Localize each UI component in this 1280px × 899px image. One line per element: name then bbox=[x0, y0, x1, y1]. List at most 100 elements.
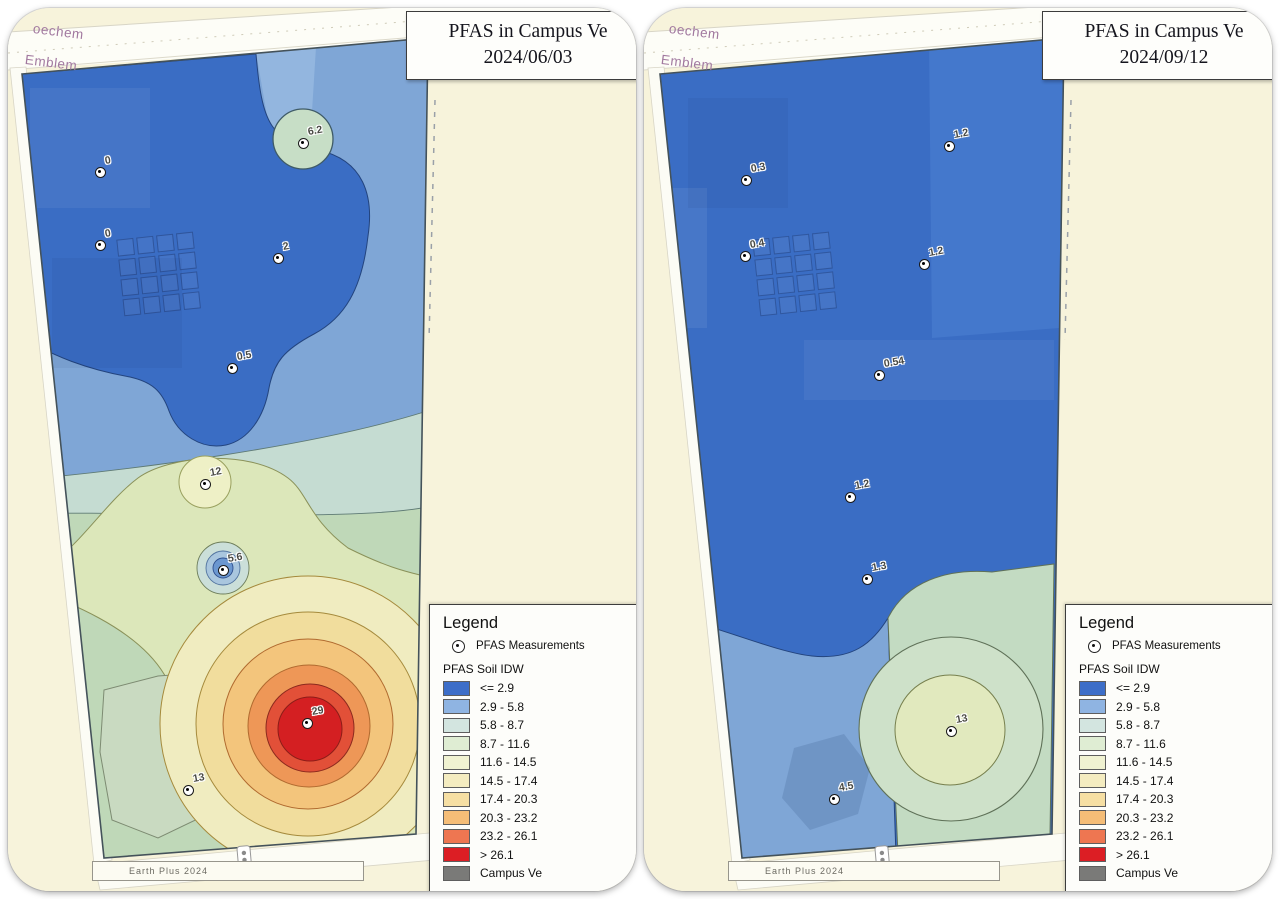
class-color-chip bbox=[443, 791, 470, 807]
measurement-points-layer: 0 6.2 0 2 0.5 12 5.6 29 13 bbox=[8, 8, 636, 891]
measurement-dot-icon bbox=[182, 784, 194, 796]
measurement-value: 0.5 bbox=[235, 348, 253, 363]
class-label: <= 2.9 bbox=[480, 681, 515, 695]
legend-class-row: 20.3 - 23.2 bbox=[443, 810, 631, 825]
measurement-dot-icon bbox=[94, 166, 106, 178]
measurement-value: 0.4 bbox=[748, 236, 766, 251]
legend-class-row: 8.7 - 11.6 bbox=[1079, 736, 1267, 751]
measurement-points-layer: 1.2 0.3 0.4 1.2 0.54 1.2 1.3 13 4.5 bbox=[644, 8, 1272, 891]
measurement-value: 1.2 bbox=[927, 244, 945, 259]
measurement-value: 0.3 bbox=[749, 160, 767, 175]
class-label: 5.8 - 8.7 bbox=[1116, 718, 1161, 732]
class-color-chip bbox=[1079, 736, 1106, 751]
class-color-chip bbox=[443, 847, 470, 862]
map-title: PFAS in Campus Ve bbox=[1084, 21, 1244, 42]
class-color-chip bbox=[443, 699, 470, 714]
legend-class-row: 11.6 - 14.5 bbox=[443, 754, 631, 770]
class-label: 11.6 - 14.5 bbox=[480, 755, 537, 769]
legend-layer-label: PFAS Soil IDW bbox=[1079, 661, 1160, 676]
measurement-point-icon bbox=[1088, 639, 1101, 653]
class-color-chip bbox=[1079, 699, 1106, 714]
class-label: 8.7 - 11.6 bbox=[1116, 736, 1166, 751]
legend-campus-label: Campus Ve bbox=[1116, 866, 1179, 880]
legend-class-row: 23.2 - 26.1 bbox=[443, 828, 631, 844]
legend-class-row: 11.6 - 14.5 bbox=[1079, 754, 1267, 770]
class-color-chip bbox=[443, 773, 470, 788]
campus-color-chip bbox=[443, 865, 470, 881]
class-label: 17.4 - 20.3 bbox=[480, 792, 538, 806]
class-label: 14.5 - 17.4 bbox=[480, 773, 538, 788]
attribution-bar: Earth Plus 2024 bbox=[92, 861, 364, 881]
legend-title: Legend bbox=[1079, 613, 1135, 632]
class-color-chip bbox=[443, 717, 470, 733]
legend-class-row: 8.7 - 11.6 bbox=[443, 736, 631, 751]
legend-measurements-row: PFAS Measurements bbox=[1088, 639, 1267, 653]
class-color-chip bbox=[1079, 717, 1106, 733]
legend-class-row: > 26.1 bbox=[1079, 847, 1267, 862]
legend-class-row: 14.5 - 17.4 bbox=[1079, 773, 1267, 788]
class-color-chip bbox=[1079, 791, 1106, 807]
measurement-dot-icon bbox=[199, 478, 211, 490]
legend-measurements-row: PFAS Measurements bbox=[452, 639, 631, 653]
legend-class-row: 14.5 - 17.4 bbox=[443, 773, 631, 788]
legend-campus-row: Campus Ve bbox=[443, 865, 631, 881]
measurement-point-icon bbox=[452, 639, 465, 653]
class-label: > 26.1 bbox=[1116, 847, 1150, 862]
measurement-dot-icon bbox=[226, 362, 238, 374]
measurement-value: 29 bbox=[310, 704, 325, 718]
legend-class-row: <= 2.9 bbox=[1079, 680, 1267, 696]
measurement-dot-icon bbox=[943, 140, 955, 152]
measurement-dot-icon bbox=[272, 252, 284, 264]
measurement-value: 0 bbox=[103, 227, 112, 240]
measurement-value: 0.54 bbox=[882, 354, 906, 370]
legend-measurements-label: PFAS Measurements bbox=[1112, 640, 1221, 652]
class-color-chip bbox=[443, 736, 470, 751]
measurement-value: 4.5 bbox=[837, 779, 855, 794]
class-label: 11.6 - 14.5 bbox=[1116, 755, 1173, 769]
map-canvas-june bbox=[8, 8, 636, 891]
measurement-value: 1.3 bbox=[870, 559, 888, 574]
map-title: PFAS in Campus Ve bbox=[448, 21, 608, 42]
measurement-dot-icon bbox=[828, 793, 840, 805]
class-label: 23.2 - 26.1 bbox=[1116, 829, 1174, 843]
measurement-dot-icon bbox=[945, 725, 957, 737]
measurement-value: 0 bbox=[103, 154, 112, 167]
measurement-value: 2 bbox=[281, 240, 290, 253]
class-color-chip bbox=[1079, 754, 1106, 770]
attribution-text: Earth Plus 2024 bbox=[129, 866, 209, 876]
measurement-dot-icon bbox=[301, 717, 313, 729]
measurement-value: 5.6 bbox=[226, 550, 244, 565]
legend-class-list: <= 2.9 2.9 - 5.8 5.8 - 8.7 8.7 - 11.6 11.6 -… bbox=[443, 680, 631, 862]
map-panel-june: oechem Emblem 0 6.2 0 2 0.5 12 5.6 29 13 PFAS in… bbox=[8, 8, 636, 891]
class-color-chip bbox=[1079, 680, 1106, 696]
legend-class-row: 5.8 - 8.7 bbox=[443, 717, 631, 733]
legend-class-row: > 26.1 bbox=[443, 847, 631, 862]
attribution-text: Earth Plus 2024 bbox=[765, 866, 845, 876]
legend-class-row: 17.4 - 20.3 bbox=[1079, 791, 1267, 807]
measurement-dot-icon bbox=[918, 258, 930, 270]
map-panel-september: oechem Emblem 1.2 0.3 0.4 1.2 0.54 1.2 1.3 13 4.… bbox=[644, 8, 1272, 891]
legend-class-row: 2.9 - 5.8 bbox=[1079, 699, 1267, 714]
measurement-dot-icon bbox=[217, 564, 229, 576]
legend-class-row: <= 2.9 bbox=[443, 680, 631, 696]
class-color-chip bbox=[443, 754, 470, 770]
measurement-dot-icon bbox=[739, 250, 751, 262]
measurement-dot-icon bbox=[861, 573, 873, 585]
legend-campus-row: Campus Ve bbox=[1079, 865, 1267, 881]
legend: Legend PFAS Measurements PFAS Soil IDW <… bbox=[1065, 603, 1272, 891]
class-color-chip bbox=[443, 810, 470, 825]
map-title-box: PFAS in Campus Ve 2024/09/12 bbox=[1042, 11, 1272, 81]
class-label: 2.9 - 5.8 bbox=[1116, 699, 1161, 714]
measurement-dot-icon bbox=[740, 174, 752, 186]
class-label: > 26.1 bbox=[480, 847, 514, 862]
legend-class-row: 20.3 - 23.2 bbox=[1079, 810, 1267, 825]
measurement-value: 1.2 bbox=[853, 477, 871, 492]
class-label: 5.8 - 8.7 bbox=[480, 718, 525, 732]
measurement-value: 12 bbox=[208, 465, 223, 479]
class-label: 2.9 - 5.8 bbox=[480, 699, 525, 714]
map-date: 2024/06/03 bbox=[483, 46, 573, 68]
class-label: 23.2 - 26.1 bbox=[480, 829, 538, 843]
class-label: 20.3 - 23.2 bbox=[480, 810, 538, 825]
legend-class-list: <= 2.9 2.9 - 5.8 5.8 - 8.7 8.7 - 11.6 11.6 -… bbox=[1079, 680, 1267, 862]
map-date: 2024/09/12 bbox=[1119, 46, 1209, 68]
